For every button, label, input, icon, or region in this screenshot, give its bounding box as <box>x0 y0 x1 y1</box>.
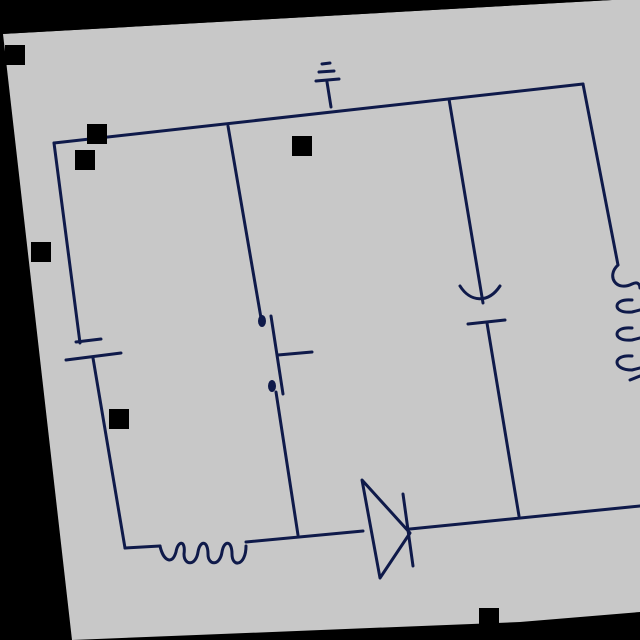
wire-switch-upper <box>226 124 263 320</box>
ground-icon <box>314 61 341 109</box>
diode-icon <box>360 478 415 580</box>
wire-right-upper <box>581 82 620 267</box>
marker <box>31 242 51 262</box>
switch-icon <box>258 314 314 396</box>
wire-top <box>52 82 585 145</box>
wire-switch-lower <box>274 390 300 537</box>
marker <box>87 124 107 144</box>
paper-shadow-left <box>0 34 72 640</box>
wire-bottom-right <box>408 504 640 531</box>
wire-bottom-left <box>123 544 162 550</box>
marker <box>479 608 499 628</box>
marker <box>5 45 25 65</box>
redaction-markers <box>5 45 499 628</box>
marker <box>75 150 95 170</box>
marker <box>109 409 129 429</box>
wire-left-upper <box>52 141 82 345</box>
wire-left-lower <box>91 356 127 550</box>
wire-bottom-mid <box>244 529 365 544</box>
wire-cap-upper <box>447 97 485 305</box>
inductor-icon-right <box>611 263 640 382</box>
wire-cap-lower <box>485 321 521 518</box>
inductor-icon <box>158 541 248 565</box>
paper-shadow-top <box>0 0 612 34</box>
battery-icon <box>64 337 123 362</box>
circuit-diagram <box>52 61 640 580</box>
marker <box>292 136 312 156</box>
